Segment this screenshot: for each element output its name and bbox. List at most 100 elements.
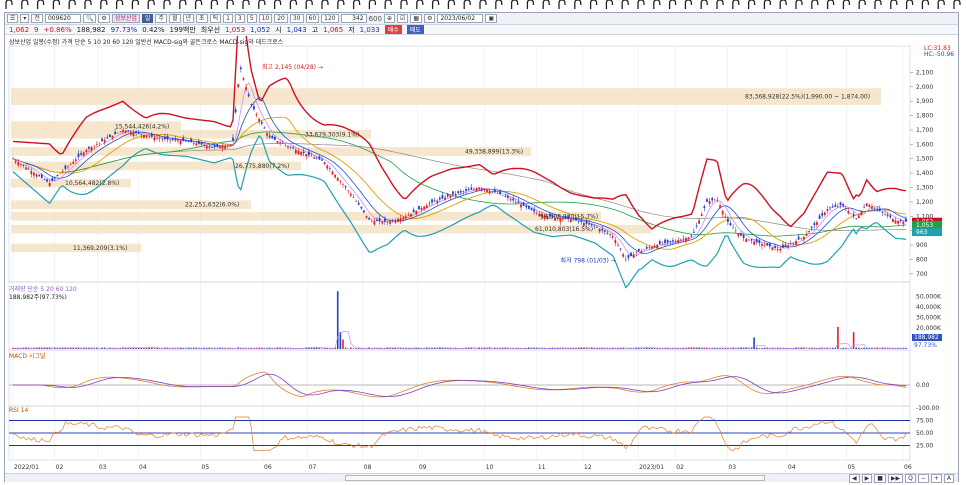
volume-bar <box>428 347 431 349</box>
candle-body <box>695 225 698 227</box>
search-icon[interactable]: 🔍 <box>82 14 97 23</box>
candle-body <box>533 209 536 212</box>
x-axis-label: 06 <box>264 464 272 471</box>
candle-body <box>792 242 795 244</box>
candle-body <box>80 152 82 155</box>
minute-3-button[interactable]: 3 <box>234 14 245 23</box>
minute-60-button[interactable]: 60 <box>305 14 320 23</box>
buy-button[interactable]: 매수 <box>384 25 402 34</box>
spin-button[interactable]: ▾ <box>20 14 30 23</box>
candle-body <box>567 215 570 219</box>
candle-body <box>609 234 611 235</box>
volume-bar <box>745 347 748 349</box>
auto-button[interactable]: A <box>943 473 954 483</box>
candle-body <box>721 210 724 215</box>
binder-ring <box>21 0 29 9</box>
chart-area[interactable]: 2,100 2,000 1,900 1,800 1,700 1,600 1,500 1,400… <box>5 36 958 473</box>
zoom-search-icon[interactable]: Q <box>905 473 916 483</box>
zoom-out-button[interactable]: − <box>917 473 929 483</box>
binder-ring <box>858 0 866 9</box>
sell-button[interactable]: 매도 <box>406 25 424 34</box>
candle-body <box>391 219 394 221</box>
candle-body <box>614 240 617 243</box>
candle-body <box>297 150 300 155</box>
quote-turnover: 0.42% <box>142 25 165 34</box>
calendar-icon[interactable]: ▣ <box>485 14 498 23</box>
stock-code-input[interactable]: 009620 <box>44 14 81 23</box>
candle-body <box>535 212 538 214</box>
volume-profile-label: 15,544,426(4.2%) <box>115 123 169 130</box>
date-input[interactable]: 2023/06/02 <box>437 14 484 23</box>
candle-body <box>837 205 839 207</box>
stop-button[interactable]: ■ <box>874 473 886 483</box>
volume-bar <box>546 348 549 349</box>
settings-icon[interactable]: ⚙ <box>98 14 110 23</box>
stock-name-label[interactable]: 삼보산업 <box>111 14 140 23</box>
candle-body <box>150 133 153 137</box>
scroll-left-button[interactable]: ◀ <box>848 473 860 483</box>
checkbox-icon[interactable]: ☑ <box>397 14 409 23</box>
binder-ring <box>890 0 898 9</box>
minute-20-button[interactable]: 20 <box>274 14 288 23</box>
minute-120-button[interactable]: 120 <box>321 14 339 23</box>
candle-body <box>844 208 847 210</box>
menu-icon[interactable]: ☰ <box>7 14 19 23</box>
period-tick-button[interactable]: 틱 <box>209 14 222 23</box>
candle-body <box>611 236 614 238</box>
volume-bar <box>90 347 93 349</box>
zoom-icon[interactable]: ⊕ <box>383 14 395 23</box>
prev-label[interactable]: 전 <box>31 14 43 23</box>
volume-profile-label: 11,369,209(3.1%) <box>73 245 127 252</box>
candle-body <box>46 179 48 182</box>
period-week-button[interactable]: 주 <box>155 14 167 23</box>
price-axis-label: 1,800 <box>916 113 933 120</box>
candle-body <box>687 237 690 240</box>
binder-ring <box>242 0 250 9</box>
candle-body <box>645 246 648 249</box>
price-axis-label: 1,300 <box>916 184 933 191</box>
stock-chart-svg[interactable]: 2,100 2,000 1,900 1,800 1,700 1,600 1,500 1,400… <box>5 36 958 473</box>
candle-body <box>412 209 415 213</box>
volume-bar <box>433 347 436 349</box>
candle-body <box>727 218 729 222</box>
binder-ring <box>937 0 945 9</box>
fast-forward-button[interactable]: ▶▶ <box>887 473 904 483</box>
candle-body <box>527 205 530 209</box>
candle-body <box>850 213 852 215</box>
minute-5-button[interactable]: 5 <box>246 14 257 23</box>
candle-body <box>878 208 881 212</box>
period-sec-button[interactable]: 초 <box>196 14 208 23</box>
count-input[interactable]: 342 <box>340 14 367 23</box>
grid-icon[interactable]: ▦ <box>410 14 423 23</box>
chart-scrollbar[interactable] <box>345 475 765 481</box>
minute-30-button[interactable]: 30 <box>289 14 304 23</box>
period-year-button[interactable]: 년 <box>182 14 195 23</box>
candle-body <box>452 191 454 195</box>
volume-bar <box>810 347 813 349</box>
zoom-in-button[interactable]: + <box>930 473 942 483</box>
candle-body <box>821 213 824 216</box>
candle-body <box>692 231 695 233</box>
period-day-button[interactable]: 일 <box>141 14 154 23</box>
minute-1-button[interactable]: 1 <box>223 14 233 23</box>
gear-icon[interactable]: ⚙ <box>424 14 436 23</box>
volume-bar <box>674 348 677 349</box>
volume-bar <box>698 347 700 349</box>
volume-bar <box>844 347 847 349</box>
period-month-button[interactable]: 월 <box>168 14 181 23</box>
candle-body <box>177 140 179 142</box>
candle-body <box>376 219 378 222</box>
candle-body <box>431 199 433 203</box>
volume-bar <box>449 348 452 349</box>
minute-10-button[interactable]: 10 <box>258 14 273 23</box>
candle-body <box>556 218 559 219</box>
x-axis-label: 05 <box>847 464 855 471</box>
x-axis-label: 09 <box>419 464 427 471</box>
x-axis-label: 04 <box>139 464 147 471</box>
candle-body <box>386 221 389 223</box>
candle-body <box>33 172 35 176</box>
volume-profile-label: 22,251,632(6.0%) <box>185 202 239 209</box>
volume-bar <box>444 347 446 349</box>
candle-body <box>740 233 742 236</box>
scroll-right-button[interactable]: ▶ <box>861 473 873 483</box>
